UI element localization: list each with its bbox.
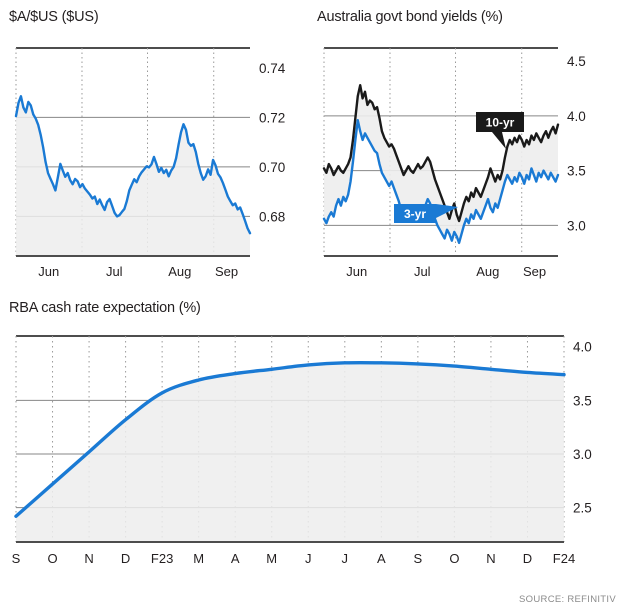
svg-text:J: J bbox=[305, 551, 312, 566]
svg-text:4.5: 4.5 bbox=[567, 54, 586, 69]
svg-text:Sep: Sep bbox=[215, 264, 238, 279]
svg-text:D: D bbox=[523, 551, 532, 566]
chart-svg-bond-yields: 4.5 4.0 3.5 3.0 Jun Jul Aug Sep 10-yr 3-yr bbox=[322, 47, 586, 279]
svg-text:F23: F23 bbox=[151, 551, 173, 566]
source-note: SOURCE: REFINITIV bbox=[519, 594, 616, 605]
svg-text:3.5: 3.5 bbox=[567, 164, 586, 179]
svg-text:N: N bbox=[486, 551, 495, 566]
callout-10yr: 10-yr bbox=[476, 112, 524, 149]
svg-text:4.0: 4.0 bbox=[567, 109, 586, 124]
svg-text:A: A bbox=[231, 551, 240, 566]
svg-text:Aug: Aug bbox=[476, 264, 499, 279]
svg-text:3.5: 3.5 bbox=[573, 393, 592, 408]
svg-text:F24: F24 bbox=[553, 551, 575, 566]
panel-aud-usd: $A/$US ($US) 0.74 0.72 0.70 0.68 Jun Jul Aug Se… bbox=[8, 4, 308, 292]
svg-text:D: D bbox=[121, 551, 130, 566]
chart-title-bond-yields: Australia govt bond yields (%) bbox=[317, 9, 503, 25]
plot-bond-yields: 4.5 4.0 3.5 3.0 Jun Jul Aug Sep 10-yr 3-yr bbox=[316, 40, 616, 290]
svg-text:0.74: 0.74 bbox=[259, 61, 286, 76]
svg-text:O: O bbox=[449, 551, 459, 566]
svg-text:N: N bbox=[84, 551, 93, 566]
panel-bond-yields: Australia govt bond yields (%) 4.5 4.0 3.5… bbox=[316, 4, 616, 292]
svg-text:Sep: Sep bbox=[523, 264, 546, 279]
panel-rba-cash-rate: RBA cash rate expectation (%) 4.0 3.5 3.0 2… bbox=[8, 296, 620, 596]
svg-text:3.0: 3.0 bbox=[567, 218, 586, 233]
svg-text:J: J bbox=[342, 551, 349, 566]
svg-text:O: O bbox=[47, 551, 57, 566]
svg-text:M: M bbox=[266, 551, 277, 566]
plot-aud-usd: 0.74 0.72 0.70 0.68 Jun Jul Aug Sep bbox=[8, 40, 308, 290]
svg-text:M: M bbox=[193, 551, 204, 566]
plot-rba-cash-rate: 4.0 3.5 3.0 2.5 S O N D F23 M A M J J A S O N D F24 bbox=[8, 328, 616, 580]
chart-svg-aud-usd: 0.74 0.72 0.70 0.68 Jun Jul Aug Sep bbox=[14, 47, 286, 279]
svg-text:Jun: Jun bbox=[38, 264, 59, 279]
svg-text:0.68: 0.68 bbox=[259, 209, 285, 224]
svg-text:4.0: 4.0 bbox=[573, 340, 592, 355]
svg-text:Jun: Jun bbox=[346, 264, 367, 279]
svg-text:A: A bbox=[377, 551, 386, 566]
svg-text:Jul: Jul bbox=[414, 264, 431, 279]
svg-text:3.0: 3.0 bbox=[573, 447, 592, 462]
svg-text:0.70: 0.70 bbox=[259, 160, 285, 175]
svg-text:2.5: 2.5 bbox=[573, 501, 592, 516]
svg-text:10-yr: 10-yr bbox=[486, 116, 515, 130]
svg-text:3-yr: 3-yr bbox=[404, 207, 426, 221]
svg-text:S: S bbox=[12, 551, 21, 566]
chart-svg-rba-cash-rate: 4.0 3.5 3.0 2.5 S O N D F23 M A M J J A S O N D F24 bbox=[12, 335, 592, 566]
svg-text:Aug: Aug bbox=[168, 264, 191, 279]
svg-text:Jul: Jul bbox=[106, 264, 123, 279]
callout-3yr: 3-yr bbox=[394, 204, 458, 223]
chart-title-aud-usd: $A/$US ($US) bbox=[9, 9, 99, 25]
chart-title-rba-cash-rate: RBA cash rate expectation (%) bbox=[9, 300, 201, 316]
svg-text:S: S bbox=[414, 551, 423, 566]
svg-text:0.72: 0.72 bbox=[259, 110, 285, 125]
